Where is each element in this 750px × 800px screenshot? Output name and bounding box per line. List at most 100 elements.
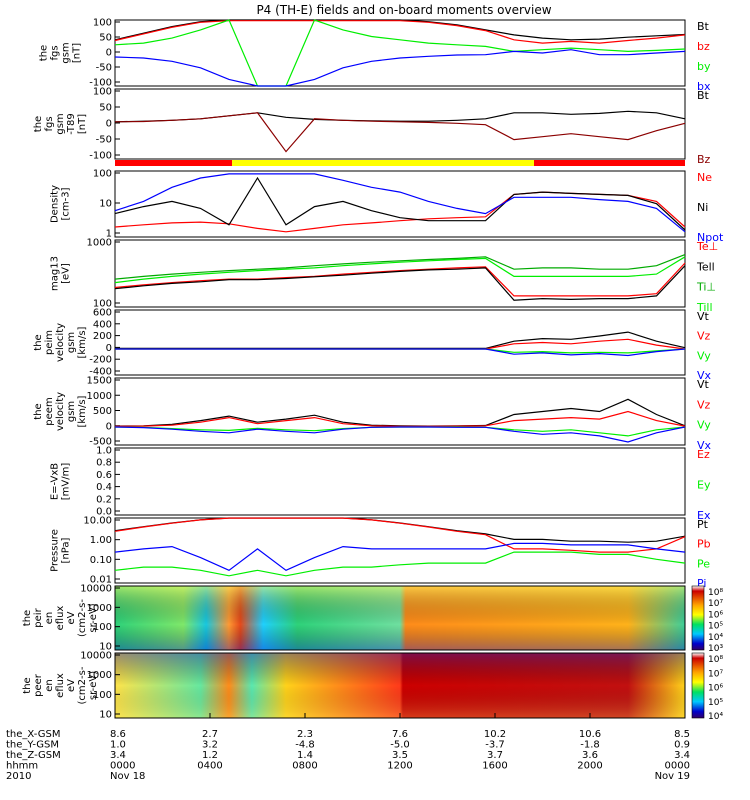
y-tick-label: -100 [89,151,112,162]
legend-entry: Te⊥ [696,240,718,253]
y-tick-label: 400 [93,319,112,330]
status-red-mid [534,160,554,166]
series-line-Te⊥ [114,262,686,297]
series-line-Till [114,256,686,284]
x-row-value: 3.6 [582,750,598,761]
series-line-by [114,19,686,87]
colorbar-tick-label: 10⁶ [708,610,723,620]
y-tick-label: 0 [106,343,112,354]
x-axis-labels: the_X-GSM 8.6 2.7 2.3 7.6 10.2 10.6 8.5 the_Y-GS… [6,713,690,782]
colorbar [691,585,705,651]
legend-entry: Vt [697,310,710,323]
y-axis-label: [km/s] [77,326,88,358]
x-row-value: 0000 [665,761,690,772]
y-tick-label: 10 [99,199,112,210]
x-row-label: 2010 [6,771,31,782]
x-row-value: 3.4 [674,750,690,761]
legend-entry: Ex [697,509,711,522]
series-line-Ti⊥ [114,254,686,280]
y-tick-label: 100 [93,18,112,29]
panel-7: 1.00.80.60.40.2 0.0 E=-VxB [mV/m] Ez Ey Ex [50,446,711,523]
panel-frame [114,88,686,160]
y-axis-label: [nT] [77,114,88,134]
x-row-value: 8.6 [110,729,126,740]
y-axis-label: fgs [44,116,55,131]
y-axis-label: (cm2-s- [77,666,88,704]
x-row-value: -1.8 [580,740,600,751]
x-row-value: 10.2 [484,729,506,740]
panel-frame [114,517,686,584]
x-row-value: 2.7 [202,729,218,740]
y-axis-label: peer [33,673,44,697]
y-axis-label: gsm [66,332,77,353]
y-tick-label: 0.0 [96,507,112,518]
y-axis-label: the [33,334,44,350]
y-axis-label: en [44,679,55,692]
y-axis-label: Density [50,185,61,223]
x-row-value: 2000 [577,761,602,772]
x-row-value: 3.5 [392,750,408,761]
x-row-value: 0800 [292,761,317,772]
y-tick-label: 0.10 [90,555,112,566]
series-line-bz [114,20,686,44]
x-row-value: 2.3 [297,729,313,740]
x-row-label: the_X-GSM [6,729,60,740]
y-tick-label: 0.01 [90,575,112,586]
legend-entry: Pt [697,518,709,531]
y-tick-label: -50 [96,63,112,74]
status-yellow [232,160,534,166]
y-tick-label: 100 [93,87,112,98]
y-axis-label: gsm [55,113,66,134]
y-axis-label: fgs [50,45,61,60]
series-line-Npot [114,173,686,233]
x-row-value: 10.6 [579,729,601,740]
legend-entry: bx [697,80,711,93]
status-red-left [115,160,232,166]
y-axis-label: eV [66,679,77,692]
y-axis-label: [km/s] [77,395,88,427]
x-row-value: 1600 [482,761,507,772]
colorbar-tick-label: 10³ [708,644,723,654]
x-row-value: Nov 19 [655,771,690,782]
y-axis-label: sr-eV) [88,603,99,632]
series-line-bx [114,49,686,87]
y-axis-label: [nT] [72,43,83,63]
colorbar-tick-label: 10⁴ [708,712,723,722]
legend-entry: Vx [697,369,712,382]
series-line-Vx [115,348,686,357]
y-axis-label: en [44,612,55,625]
y-axis-label: eV [66,611,77,624]
legend-entry: Bz [697,153,711,166]
panel-3: 100 10 1 Density [cm-3] Ne Ni Npot [50,169,724,245]
x-row-value: 1200 [387,761,412,772]
legend-entry: Npot [697,231,724,244]
y-axis-label: velocity [55,392,66,431]
y-axis-label: (cm2-s- [77,599,88,637]
y-axis-label: peir [33,607,44,627]
x-row-value: 7.6 [392,729,408,740]
y-axis-label: [cm-3] [61,187,72,220]
y-tick-label: 10.00 [83,516,112,527]
y-tick-label: 10 [99,642,112,653]
legend-entry: Ni [697,201,708,214]
y-tick-label: 10 [99,710,112,721]
y-tick-label: -200 [89,355,112,366]
series-line-Bz [114,112,686,153]
panel-1: 100 50 0 -50 -100 the fgs gsm [nT] Bt bz by bx [39,18,711,94]
series-line-Vz [115,338,686,350]
y-tick-label: 100 [93,690,112,701]
panel-6: 1500 1000 500 0 -500 the peem velocity gsm [km/s]… [33,376,712,453]
y-tick-label: 1000 [87,391,112,402]
colorbar [691,652,705,719]
heatmap-shade [115,653,685,718]
y-tick-label: 0.8 [96,458,112,469]
legend-entry: Vz [697,330,711,343]
series-line-Ne [114,191,686,233]
panel-frame [114,239,686,308]
colorbar-tick-label: 10⁵ [708,622,723,632]
y-tick-label: -50 [96,135,112,146]
series-line-Pt [114,517,686,543]
panel-frame [114,585,686,651]
legend-entry: Vy [697,349,711,362]
